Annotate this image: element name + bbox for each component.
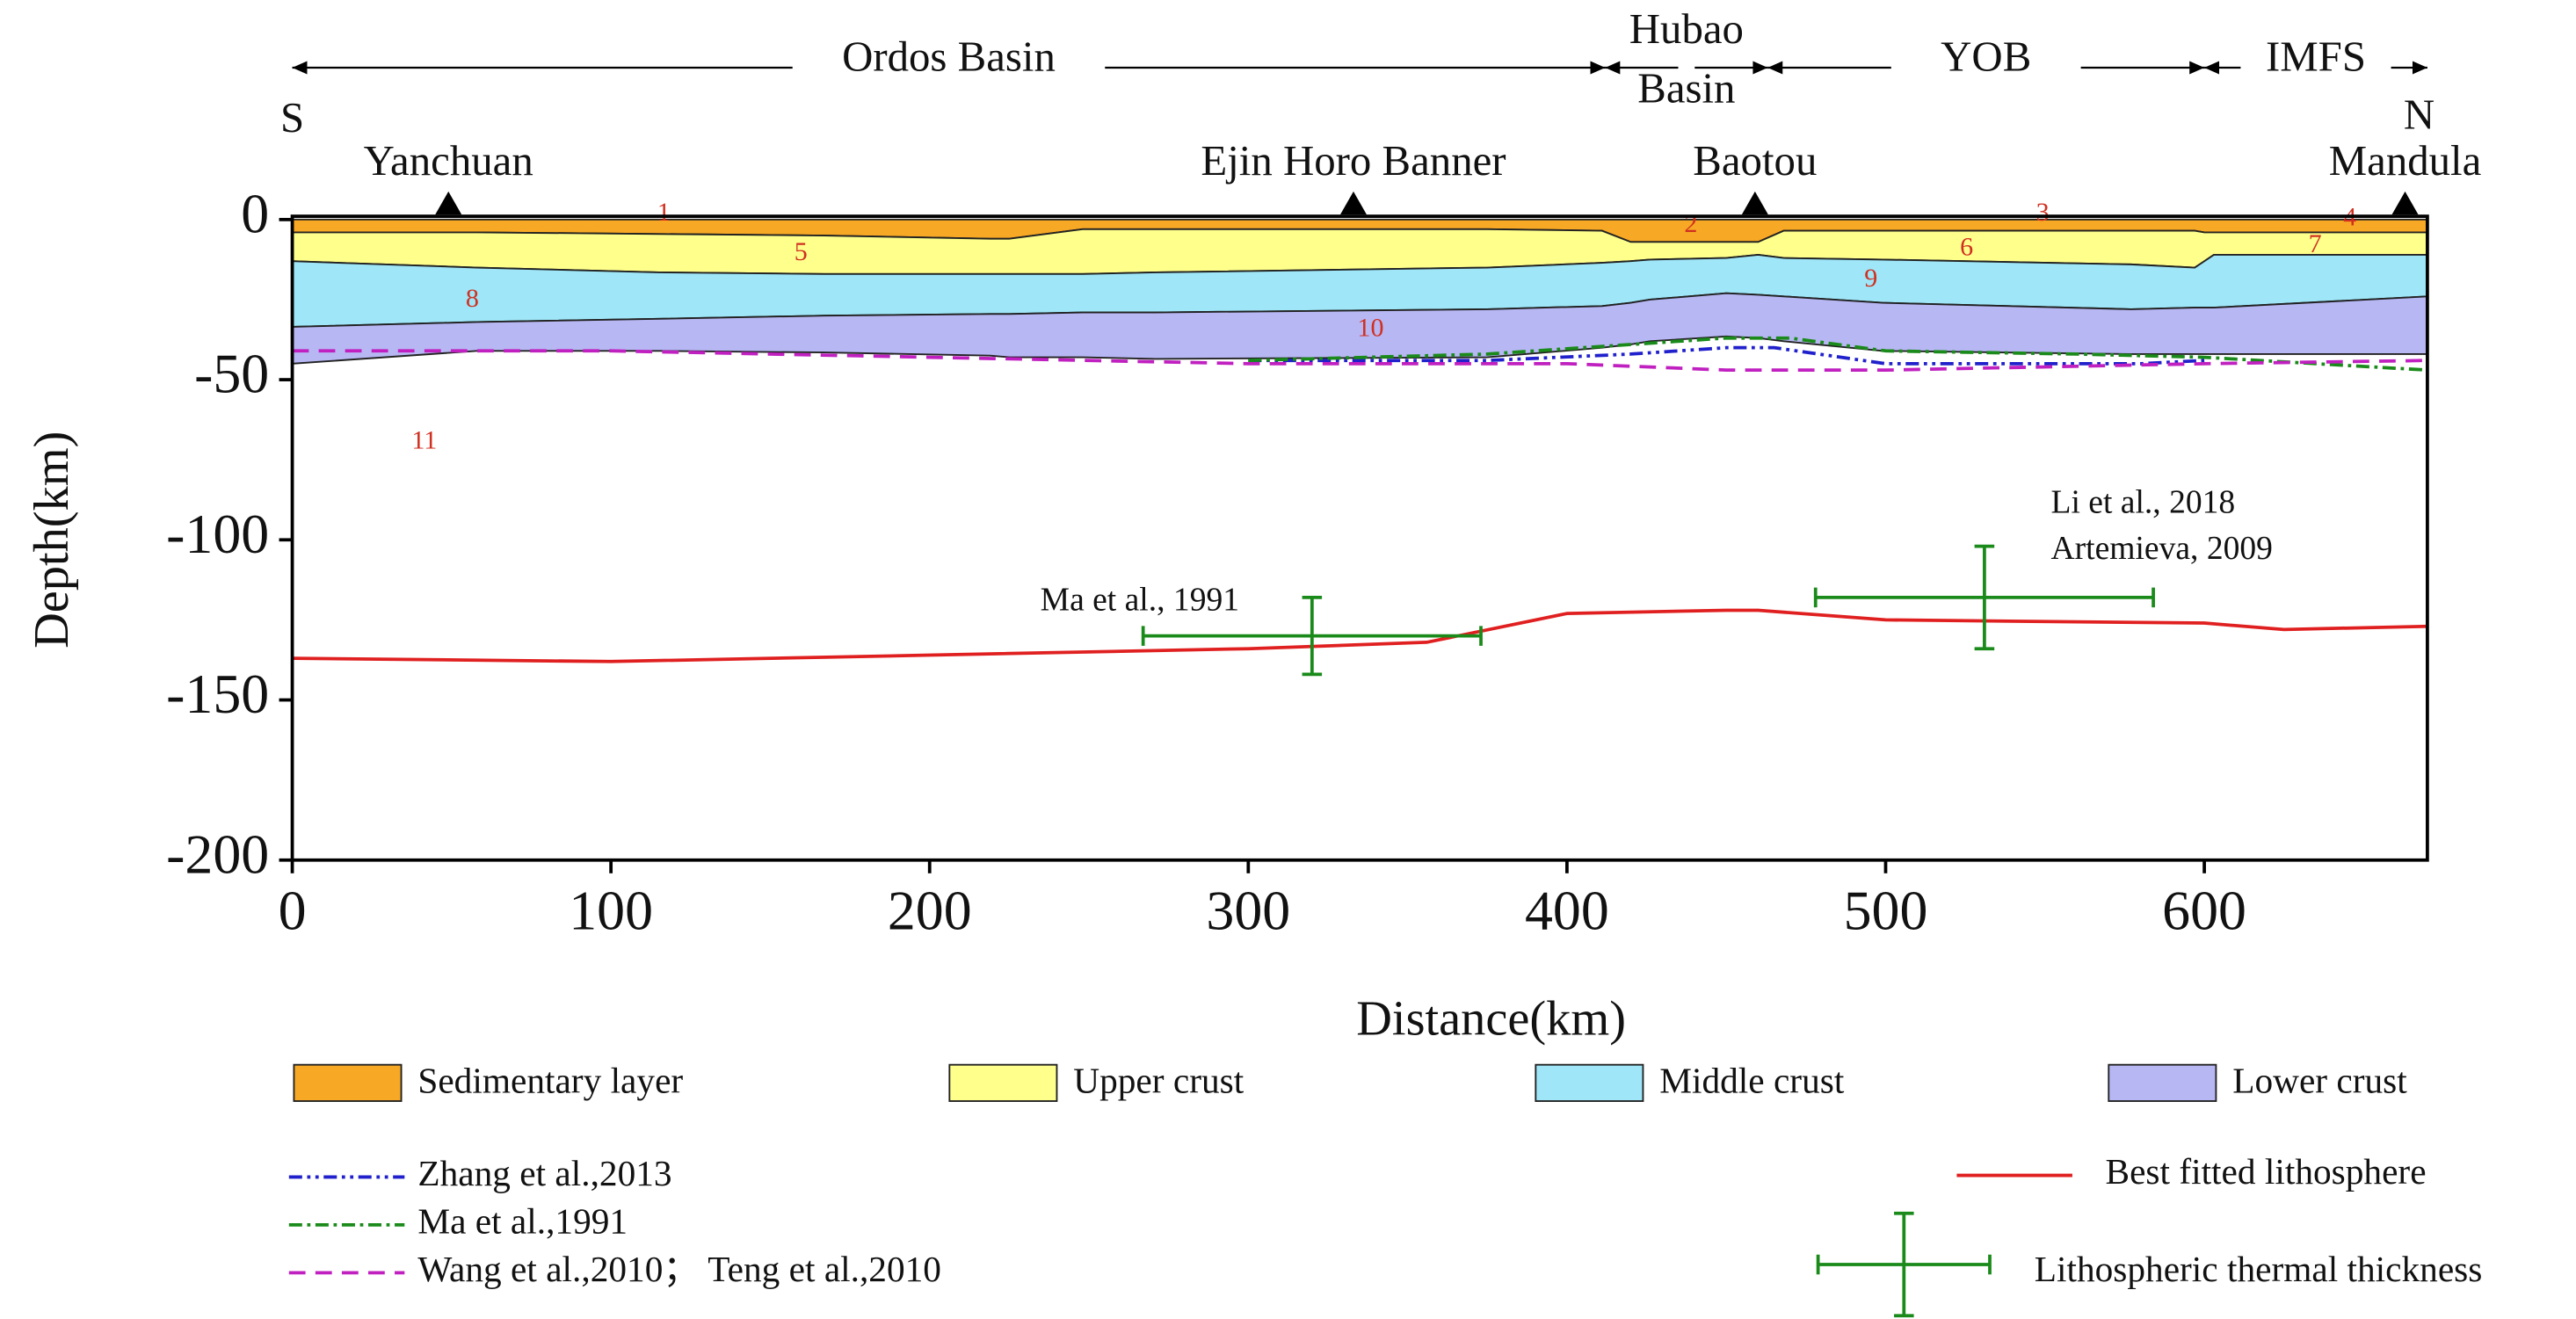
legend-label: Sedimentary layer: [417, 1061, 683, 1101]
arrow-head: [1752, 61, 1768, 75]
legend-label: Ma et al.,1991: [417, 1200, 628, 1241]
legend-label: Lithospheric thermal thickness: [2035, 1249, 2483, 1289]
y-tick-label: -150: [166, 663, 269, 725]
station-label: Baotou: [1693, 136, 1817, 185]
x-axis-label: Distance(km): [1356, 992, 1626, 1047]
legend-label: Zhang et al.,2013: [417, 1153, 671, 1193]
arrow-head: [2204, 61, 2220, 75]
region-label: Ordos Basin: [842, 33, 1056, 81]
region-label: Hubao: [1629, 4, 1744, 53]
region-label: IMFS: [2266, 33, 2366, 81]
station-marker: [1339, 191, 1368, 215]
legend-label: Best fitted lithosphere: [2106, 1151, 2427, 1192]
legend-label: Wang et al.,2010； Teng et al.,2010: [417, 1249, 941, 1289]
x-tick-label: 100: [569, 879, 653, 941]
station-label: Mandula: [2329, 136, 2482, 185]
arrow-head: [1590, 61, 1606, 75]
layer-number: 7: [2309, 228, 2322, 258]
layer-number: 8: [466, 283, 479, 313]
end-label: N: [2404, 90, 2435, 138]
x-tick-label: 400: [1525, 879, 1609, 941]
annotation: Li et al., 2018: [2051, 484, 2236, 520]
station-label: Yanchuan: [364, 136, 533, 185]
legend-swatch: [948, 1063, 1058, 1102]
annotation: Ma et al., 1991: [1041, 582, 1239, 618]
y-axis-label: Depth(km): [25, 431, 79, 649]
profile-line: [292, 608, 2427, 663]
y-tick-label: -100: [166, 503, 269, 565]
layer-number: 5: [795, 236, 808, 266]
region-label: YOB: [1941, 33, 2031, 81]
arrow-head: [1605, 61, 1621, 75]
region-label: Basin: [1637, 63, 1735, 112]
annotation: Artemieva, 2009: [2051, 531, 2273, 567]
layer-number: 1: [657, 197, 671, 227]
legend-swatch: [1535, 1063, 1644, 1102]
station-label: Ejin Horo Banner: [1201, 136, 1506, 185]
x-tick-label: 600: [2162, 879, 2246, 941]
layer-number: 2: [1684, 208, 1697, 238]
legend-swatch: [293, 1063, 403, 1102]
y-tick-label: -200: [166, 823, 269, 885]
layer-number: 9: [1864, 263, 1877, 293]
legend-label: Lower crust: [2232, 1061, 2407, 1101]
legend-label: Middle crust: [1659, 1061, 1845, 1101]
layer-number: 11: [411, 424, 437, 454]
layer-number: 3: [2036, 197, 2050, 227]
y-tick-label: 0: [241, 183, 269, 245]
layer-number: 6: [1960, 232, 1973, 262]
y-tick-label: -50: [194, 343, 269, 405]
x-tick-label: 300: [1206, 879, 1290, 941]
x-tick-label: 0: [279, 879, 307, 941]
station-marker: [2391, 191, 2419, 215]
x-tick-label: 200: [888, 879, 972, 941]
x-tick-label: 500: [1844, 879, 1928, 941]
arrow-head: [292, 61, 308, 75]
station-marker: [435, 191, 462, 215]
arrow-head: [2189, 61, 2205, 75]
profile-line: [292, 349, 2427, 373]
legend-swatch: [2108, 1063, 2217, 1102]
end-label: S: [280, 93, 304, 141]
arrow-head: [1767, 61, 1783, 75]
layer-number: 10: [1357, 313, 1383, 343]
legend-label: Upper crust: [1073, 1061, 1244, 1101]
arrow-head: [2412, 61, 2427, 75]
profile-line: [1248, 345, 2205, 366]
station-marker: [1741, 191, 1768, 215]
